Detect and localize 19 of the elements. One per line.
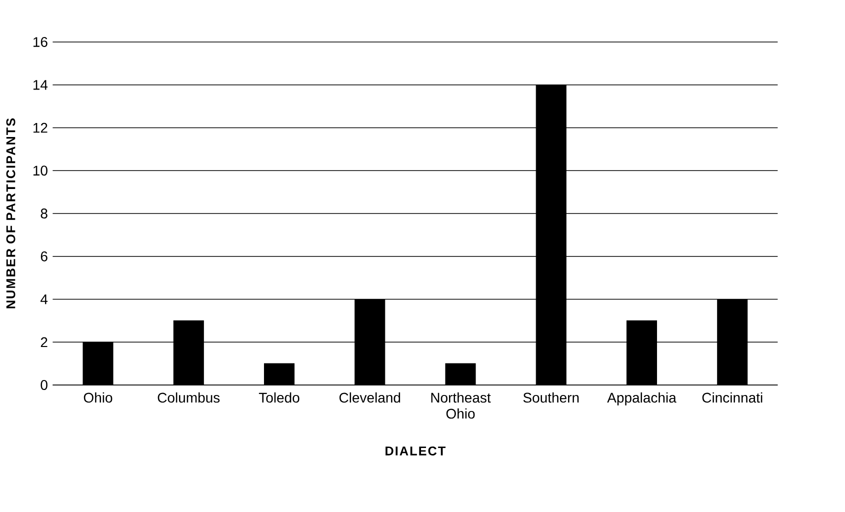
y-tick-label: 8 xyxy=(40,208,48,218)
x-tick-label: Southern xyxy=(523,392,579,403)
y-tick-label: 6 xyxy=(40,251,48,262)
y-tick-label: 14 xyxy=(33,80,48,90)
y-tick-label: 10 xyxy=(33,166,48,176)
x-tick-label: Cleveland xyxy=(339,392,400,403)
y-tick-label: 0 xyxy=(40,380,48,390)
y-tick-label: 16 xyxy=(33,37,48,47)
x-tick-label: Appalachia xyxy=(607,392,676,406)
x-tick-label: Columbus xyxy=(158,392,220,403)
x-tick-label: Toledo xyxy=(258,392,300,403)
x-tick-label: Northeast Ohio xyxy=(431,392,491,419)
x-tick-label: Cincinnati xyxy=(702,392,762,403)
y-tick-label: 12 xyxy=(33,122,48,133)
y-tick-label: 2 xyxy=(40,337,48,348)
y-axis-title: NUMBER OF PARTICIPANTS xyxy=(6,118,16,308)
x-tick-label: Ohio xyxy=(84,392,112,403)
y-tick-label: 4 xyxy=(40,294,48,304)
x-axis-title: DIALECT xyxy=(386,446,446,456)
